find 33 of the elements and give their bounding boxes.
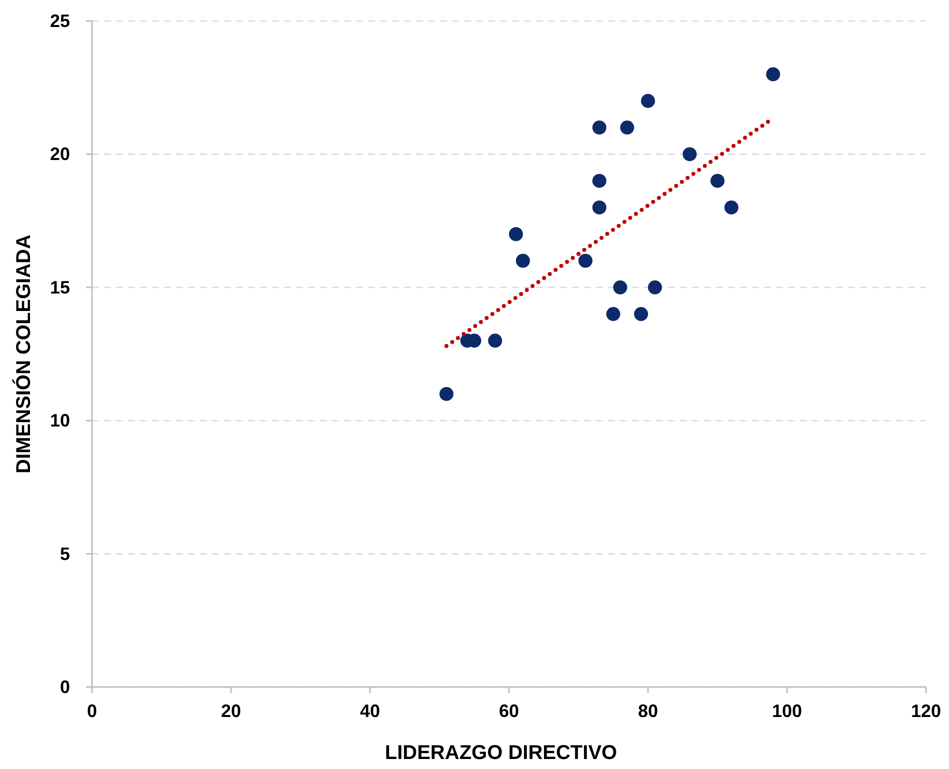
y-tick-label: 20: [50, 144, 70, 164]
point: [682, 147, 697, 162]
point: [592, 174, 606, 188]
point: [724, 200, 738, 214]
y-tick-label: 5: [60, 544, 70, 564]
point: [710, 174, 724, 188]
x-tick-label: 20: [220, 701, 242, 721]
x-tick-label: 80: [638, 701, 658, 721]
y-tick-label: 15: [50, 277, 70, 298]
x-axis-title: LIDERAZGO DIRECTIVO: [384, 742, 618, 764]
y-tick-label: 0: [60, 677, 70, 697]
point: [634, 307, 648, 322]
point: [620, 120, 634, 135]
point: [578, 254, 592, 268]
point: [439, 386, 454, 401]
point: [766, 67, 780, 82]
point: [508, 227, 523, 242]
point: [488, 334, 502, 348]
x-tick-label: 60: [498, 701, 520, 721]
y-axis-title: DIMENSIÓN COLEGIADA: [12, 234, 35, 474]
x-tick-label: 120: [910, 701, 942, 721]
point: [641, 94, 655, 108]
x-tick-label: 100: [772, 701, 802, 721]
x-tick-label: 40: [360, 701, 380, 721]
point: [606, 307, 620, 322]
y-tick-label: 10: [50, 410, 70, 431]
point: [648, 280, 662, 294]
x-tick-label: 0: [86, 701, 98, 721]
y-tick-label: 25: [50, 11, 70, 31]
point: [613, 280, 628, 294]
point: [592, 120, 606, 135]
point: [516, 254, 530, 268]
point: [592, 200, 606, 214]
